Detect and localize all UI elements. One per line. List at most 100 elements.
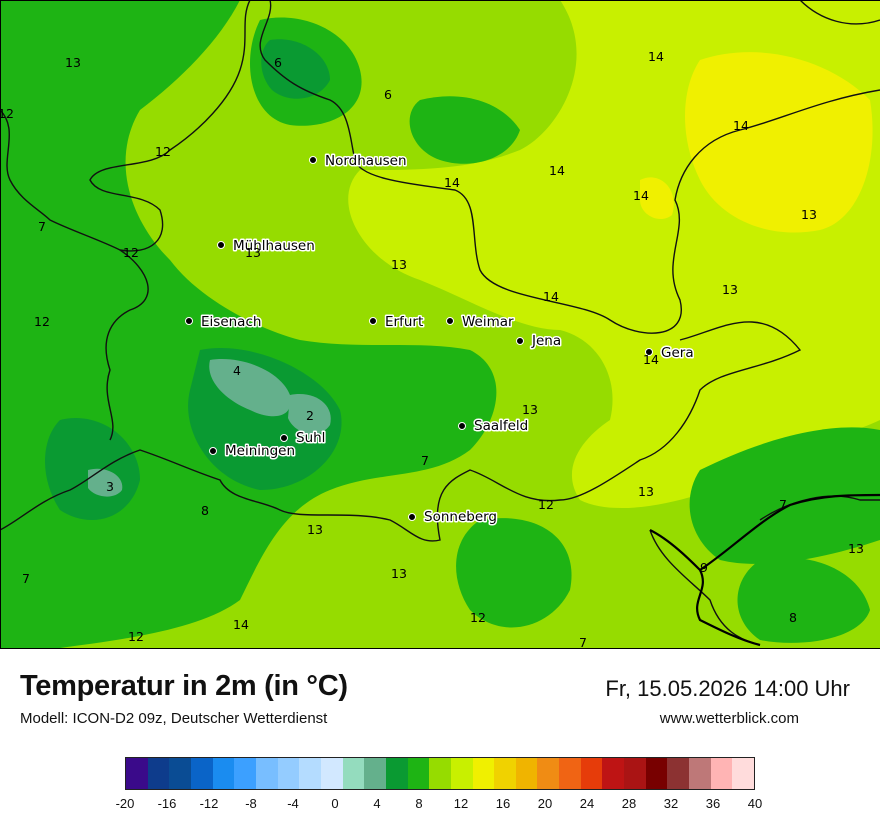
temp-label: 13 [391, 257, 407, 272]
temp-label: 12 [123, 245, 139, 260]
city-dot [185, 317, 193, 325]
color-scale-tick: 36 [705, 796, 721, 811]
color-scale-tick: 40 [747, 796, 763, 811]
color-scale-segment [147, 758, 170, 789]
color-scale-tick: 20 [537, 796, 553, 811]
color-scale-segment [689, 758, 711, 789]
temp-label: 8 [789, 610, 797, 625]
temp-label: 13 [307, 522, 323, 537]
temp-zone-8-north [261, 39, 330, 99]
city-dot [280, 434, 288, 442]
color-scale-tick: -12 [199, 796, 219, 811]
city-dot [309, 156, 317, 164]
temp-label: 13 [801, 207, 817, 222]
temp-label: 3 [106, 479, 114, 494]
city-label: Erfurt [385, 314, 423, 330]
city-dot [645, 348, 653, 356]
color-scale-segment [494, 758, 516, 789]
temp-label: 7 [579, 635, 587, 648]
color-scale-tick: -4 [287, 796, 299, 811]
color-scale-segment [559, 758, 581, 789]
color-scale-segment [515, 758, 538, 789]
city-label: Meiningen [225, 443, 295, 459]
temp-zone-10-ne [409, 96, 520, 164]
color-scale-tick: 0 [331, 796, 339, 811]
color-scale-segment [212, 758, 235, 789]
color-scale-tick: 28 [621, 796, 637, 811]
color-scale-ticks: -20 -16 -12 -8 -4 0 4 8 12 16 20 24 28 32 36 40 [116, 796, 763, 814]
color-scale-tick: -16 [157, 796, 177, 811]
temp-zone-15-b [640, 177, 674, 220]
temp-label: 7 [22, 571, 30, 586]
city-label: Weimar [462, 314, 514, 330]
temp-label: 14 [643, 352, 659, 367]
temp-label: 14 [549, 163, 565, 178]
color-scale-tick: 32 [663, 796, 679, 811]
temp-label: 14 [233, 617, 249, 632]
color-scale-segment [472, 758, 495, 789]
temp-label: 12 [0, 106, 14, 121]
borders [0, 0, 880, 646]
temp-label: 12 [538, 497, 554, 512]
map-title: Temperatur in 2m (in °C) [20, 670, 348, 702]
city-label: Eisenach [201, 314, 261, 330]
forecast-datetime: Fr, 15.05.2026 14:00 Uhr [605, 676, 850, 701]
color-scale-segment [299, 758, 321, 789]
model-info: Modell: ICON-D2 09z, Deutscher Wetterdie… [20, 710, 328, 727]
color-scale-segment [385, 758, 408, 789]
temp-label: 14 [648, 49, 664, 64]
color-scale [125, 757, 755, 790]
city-label: Saalfeld [474, 418, 528, 434]
city-label: Jena [531, 333, 561, 349]
temp-zone-3 [88, 468, 123, 497]
temp-label: 7 [38, 219, 46, 234]
color-scale-segment [537, 758, 560, 789]
temp-label: 14 [444, 175, 460, 190]
temp-label: 6 [384, 87, 392, 102]
temp-label: 13 [638, 484, 654, 499]
temp-label: 12 [470, 610, 486, 625]
temp-label: 13 [65, 55, 81, 70]
color-scale-segment [169, 758, 191, 789]
temp-label: 6 [274, 55, 282, 70]
color-scale-tick: -8 [245, 796, 257, 811]
temp-label: 13 [722, 282, 738, 297]
color-scale-tick: -20 [115, 796, 135, 811]
temp-label: 9 [700, 560, 708, 575]
color-scale-segment [602, 758, 625, 789]
temp-label: 14 [543, 289, 559, 304]
city-dot [217, 241, 225, 249]
city-label: Sonneberg [424, 509, 497, 525]
color-scale-segment [126, 758, 148, 789]
temp-label: 13 [391, 566, 407, 581]
city-dot [446, 317, 454, 325]
color-scale-segment [450, 758, 473, 789]
color-scale-segment [234, 758, 256, 789]
color-scale-tick: 24 [579, 796, 595, 811]
city-dot [408, 513, 416, 521]
temp-label: 13 [245, 245, 261, 260]
color-scale-segment [364, 758, 386, 789]
temp-zone-4 [209, 359, 291, 417]
color-scale-segment [710, 758, 733, 789]
country-border [649, 493, 880, 647]
color-scale-segment [407, 758, 430, 789]
temp-zone-10-south [456, 518, 572, 628]
temp-zone-2 [288, 394, 331, 434]
temp-label: 8 [201, 503, 209, 518]
color-scale-tick: 16 [495, 796, 511, 811]
color-scale-tick: 4 [373, 796, 381, 811]
website-link[interactable]: www.wetterblick.com [659, 710, 799, 727]
temp-label: 2 [306, 408, 314, 423]
color-scale-segment [429, 758, 451, 789]
color-scale-segment [580, 758, 603, 789]
color-scale-segment [667, 758, 690, 789]
city-label: Nordhausen [325, 153, 407, 169]
color-scale-segment [624, 758, 646, 789]
temp-label: 13 [848, 541, 864, 556]
city-dot [458, 422, 466, 430]
color-scale-segment [190, 758, 213, 789]
city-label: Gera [661, 345, 694, 361]
color-scale-segment [277, 758, 300, 789]
temp-zone-10-east [689, 427, 880, 564]
